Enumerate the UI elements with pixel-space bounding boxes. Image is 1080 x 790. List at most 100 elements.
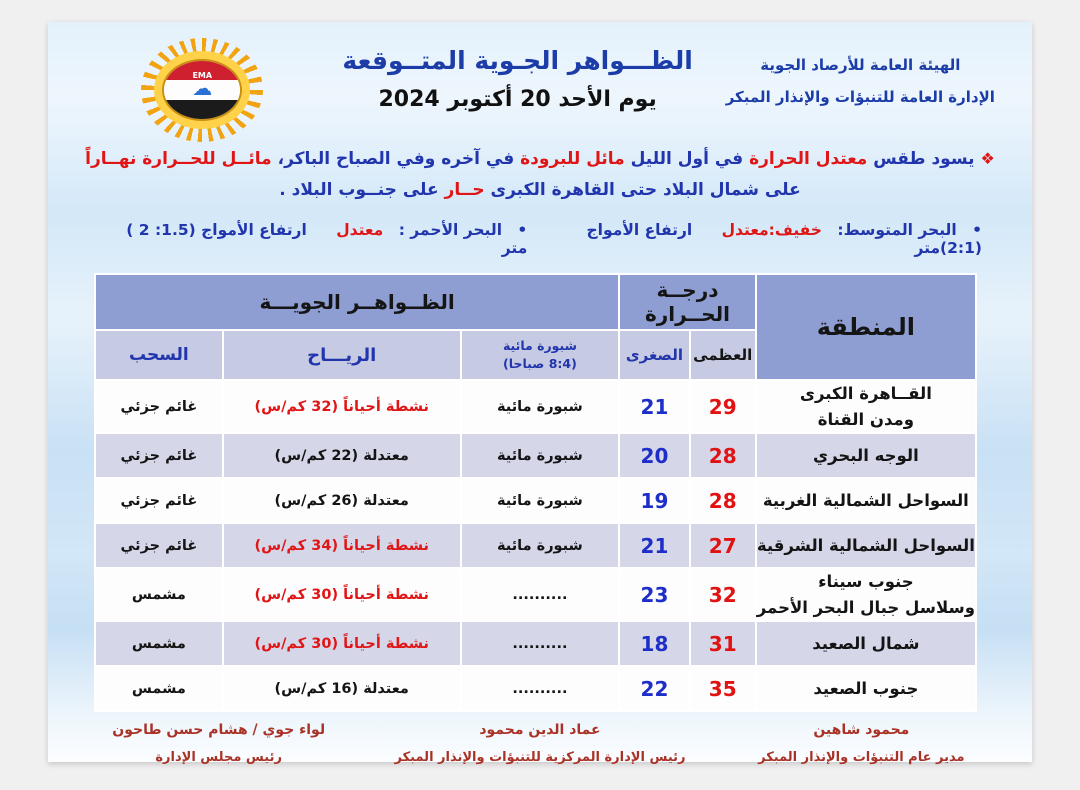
wind-cell: معتدلة (26 كم/س) <box>221 477 462 525</box>
summary-segment: يسود طقس <box>867 149 975 169</box>
min-temp-cell: 21 <box>618 522 691 570</box>
sea-state-line: • البحر المتوسط: خفيف:معتدل ارتفاع الأمو… <box>48 205 1032 257</box>
mist-cell: شبورة مائية <box>459 522 621 570</box>
min-temp-cell: 23 <box>618 567 691 623</box>
clouds-cell: مشمس <box>94 567 224 623</box>
table-row: السواحل الشمالية الشرقية 27 21 شبورة مائية ن… <box>94 522 978 570</box>
max-temp-header: العظمى <box>688 329 757 382</box>
flag-roundel-icon: EMA ☁ <box>162 59 243 121</box>
sea-condition: معتدل <box>336 221 384 240</box>
forecast-table: المنطقة درجــة الحــرارة الظــواهــر الج… <box>93 273 978 713</box>
cloud-icon: ☁ <box>192 76 213 100</box>
logo-area: EMA ☁ <box>88 36 317 142</box>
mist-cell: .......... <box>459 665 621 713</box>
region-cell: السواحل الشمالية الشرقية <box>754 522 978 570</box>
wind-cell: معتدلة (22 كم/س) <box>221 432 462 480</box>
org-department: الإدارة العامة للتنبؤات والإنذار المبكر <box>725 87 995 106</box>
document-header: الهيئة العامة للأرصاد الجوية الإدارة الع… <box>48 22 1032 142</box>
table-row: السواحل الشمالية الغربية 28 19 شبورة مائية م… <box>94 477 978 525</box>
diamond-bullet-icon: ❖ <box>980 149 995 168</box>
signature-name: محمود شاهين <box>813 722 910 739</box>
logo-black-band <box>164 100 241 119</box>
table-row: الوجه البحري 28 20 شبورة مائية معتدلة (22 كم… <box>94 432 978 480</box>
table-row: القــاهرة الكبرى ومدن القناة 29 21 شبورة ما… <box>94 379 978 435</box>
region-cell: جنوب سيناء وسلاسل جبال البحر الأحمر <box>754 567 978 623</box>
temperature-group-header: درجــة الحــرارة <box>618 273 757 332</box>
clouds-header: السحب <box>94 329 224 382</box>
signature-block: محمود شاهين مدير عام التنبؤات والإنذار ال… <box>702 722 1020 765</box>
signature-block: عماد الدين محمود رئيس الإدارة المركزية لل… <box>381 722 699 765</box>
wind-header: الريـــاح <box>221 329 462 382</box>
min-temp-cell: 22 <box>618 665 691 713</box>
region-cell: القــاهرة الكبرى ومدن القناة <box>754 379 978 435</box>
max-temp-cell: 28 <box>688 477 757 525</box>
forecast-table-body: القــاهرة الكبرى ومدن القناة 29 21 شبورة ما… <box>94 379 978 713</box>
logo-red-band: EMA <box>164 61 241 80</box>
min-temp-cell: 21 <box>618 379 691 435</box>
logo-text: EMA <box>192 71 213 80</box>
summary-segment: مائــل للحــرارة نهــاراً <box>85 149 272 169</box>
wind-cell: نشطة أحياناً (34 كم/س) <box>221 522 462 570</box>
wind-cell: معتدلة (16 كم/س) <box>221 665 462 713</box>
wave-height: ارتفاع الأمواج (1.5: 2 ) متر <box>126 221 528 258</box>
clouds-cell: غائم جزئي <box>94 477 224 525</box>
mist-header: شبورة مائية (8:4 صباحا) <box>459 329 621 382</box>
signatures-row: محمود شاهين مدير عام التنبؤات والإنذار ال… <box>48 712 1032 765</box>
signature-name: لواء جوي / هشام حسن طاحون <box>112 722 326 739</box>
max-temp-cell: 31 <box>688 620 757 668</box>
max-temp-cell: 29 <box>688 379 757 435</box>
summary-segment: على شمال البلاد حتى القاهرة الكبرى <box>484 179 801 200</box>
wind-cell: نشطة أحياناً (30 كم/س) <box>221 620 462 668</box>
table-row: جنوب سيناء وسلاسل جبال البحر الأحمر 32 23.… <box>94 567 978 623</box>
org-name: الهيئة العامة للأرصاد الجوية <box>760 56 961 74</box>
forecast-date: يوم الأحد 20 أكتوبر 2024 <box>378 87 657 112</box>
sea-label: البحر الأحمر : <box>398 221 503 240</box>
clouds-cell: غائم جزئي <box>94 432 224 480</box>
wind-cell: نشطة أحياناً (30 كم/س) <box>221 567 462 623</box>
mist-cell: .......... <box>459 567 621 623</box>
summary-segment: في أول الليل <box>624 149 744 169</box>
ema-logo: EMA ☁ <box>141 38 264 142</box>
max-temp-cell: 35 <box>688 665 757 713</box>
table-row: جنوب الصعيد 35 22.......... معتدلة (16 كم/س… <box>94 665 978 713</box>
sea-condition: خفيف:معتدل <box>721 221 822 240</box>
max-temp-cell: 27 <box>688 522 757 570</box>
phenomena-group-header: الظــواهــر الجويـــة <box>93 273 621 332</box>
bullet-icon: • <box>517 221 528 240</box>
organization-titles: الهيئة العامة للأرصاد الجوية الإدارة الع… <box>719 36 1002 113</box>
wave-height: ارتفاع الأمواج (2:1)متر <box>586 221 982 258</box>
summary-segment: على جنــوب البلاد . <box>279 179 439 200</box>
region-cell: السواحل الشمالية الغربية <box>754 477 978 525</box>
clouds-cell: غائم جزئي <box>94 522 224 570</box>
mist-cell: شبورة مائية <box>459 477 621 525</box>
max-temp-cell: 32 <box>688 567 757 623</box>
min-temp-cell: 18 <box>618 620 691 668</box>
min-temp-cell: 19 <box>618 477 691 525</box>
signature-name: عماد الدين محمود <box>479 722 601 739</box>
clouds-cell: مشمس <box>94 620 224 668</box>
region-cell: جنوب الصعيد <box>754 665 978 713</box>
signature-title: رئيس مجلس الإدارة <box>155 750 282 766</box>
clouds-cell: مشمس <box>94 665 224 713</box>
summary-segment: معتدل الحرارة <box>743 149 868 169</box>
summary-segment: حــار <box>438 179 485 200</box>
mist-cell: .......... <box>459 620 621 668</box>
region-column-header: المنطقة <box>754 273 978 382</box>
mediterranean-sea-state: • البحر المتوسط: خفيف:معتدل ارتفاع الأمو… <box>527 221 982 257</box>
signature-title: مدير عام التنبؤات والإنذار المبكر <box>758 750 965 766</box>
max-temp-cell: 28 <box>688 432 757 480</box>
page-title: الظـــواهر الجـوية المتــوقعة <box>342 46 693 75</box>
summary-segment: مائل للبرودة <box>514 149 625 169</box>
wind-cell: نشطة أحياناً (32 كم/س) <box>221 379 462 435</box>
mist-cell: شبورة مائية <box>459 379 621 435</box>
region-cell: الوجه البحري <box>754 432 978 480</box>
table-row: شمال الصعيد 31 18.......... نشطة أحياناً (3… <box>94 620 978 668</box>
region-cell: شمال الصعيد <box>754 620 978 668</box>
min-temp-header: الصغرى <box>618 329 691 382</box>
sea-label: البحر المتوسط: <box>837 221 957 240</box>
summary-text: يسود طقس معتدل الحرارة في أول الليل مائل… <box>85 149 974 200</box>
mist-cell: شبورة مائية <box>459 432 621 480</box>
logo-white-band: ☁ <box>164 76 241 100</box>
weather-summary: ❖ يسود طقس معتدل الحرارة في أول الليل مائ… <box>48 138 1032 205</box>
signature-title: رئيس الإدارة المركزية للتنبؤات والإنذار … <box>394 750 686 766</box>
